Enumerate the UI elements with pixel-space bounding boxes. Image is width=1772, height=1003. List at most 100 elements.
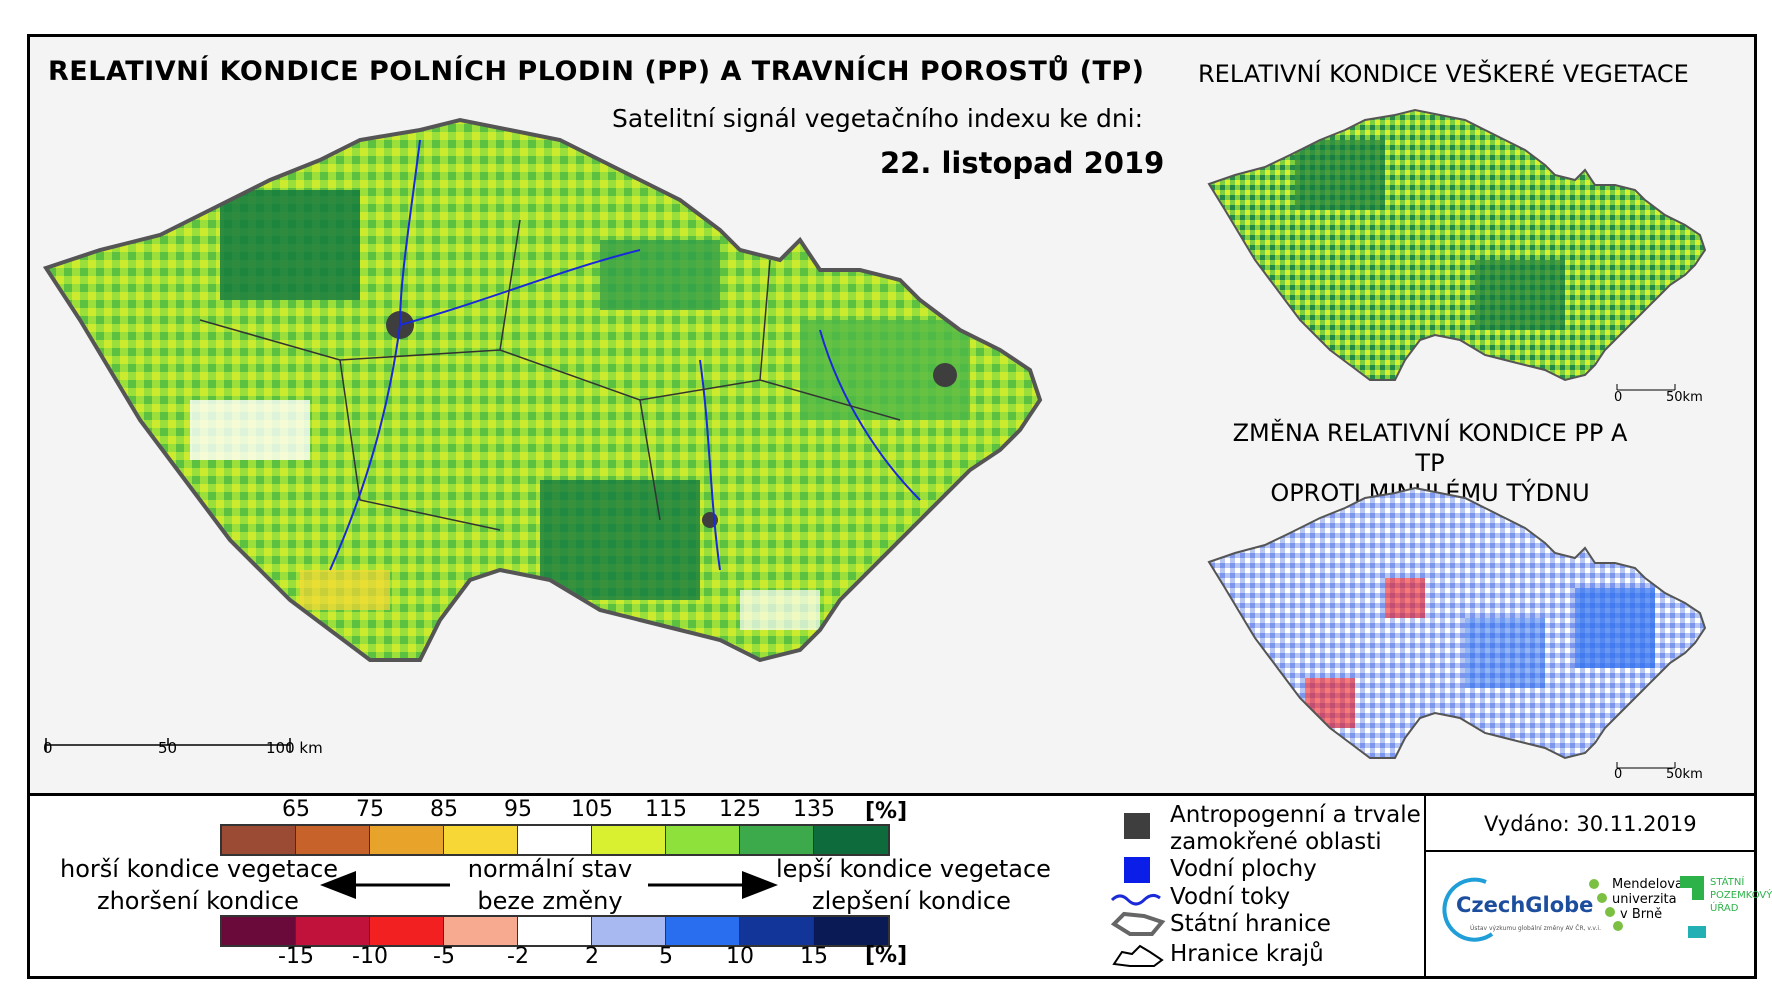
color-swatch bbox=[592, 917, 666, 945]
anthropogenic-area-swatch bbox=[1124, 813, 1150, 839]
worse-condition-label: horší kondice vegetace bbox=[60, 855, 339, 883]
ostrava-urban-area bbox=[933, 363, 957, 387]
color-swatch bbox=[222, 917, 296, 945]
spu-line2: POZEMKOVÝ bbox=[1710, 890, 1772, 901]
color-swatch bbox=[222, 826, 296, 854]
low-zone bbox=[300, 570, 390, 610]
scale-top-50: 50km bbox=[1666, 390, 1703, 405]
spu-logo-icon bbox=[1680, 876, 1706, 938]
color-swatch bbox=[518, 826, 592, 854]
color-swatch bbox=[592, 826, 666, 854]
change-map-title-line1: ZMĚNA RELATIVNÍ KONDICE PP A TP bbox=[1232, 419, 1628, 477]
worse-change-label: zhoršení kondice bbox=[97, 887, 299, 915]
normal-zone bbox=[190, 400, 310, 460]
normal-condition-label: normální stav bbox=[467, 855, 633, 883]
state-border bbox=[42, 117, 1043, 663]
color-swatch bbox=[296, 826, 370, 854]
scale-tick-label: 85 bbox=[430, 797, 458, 822]
region-border-label: Hranice krajů bbox=[1170, 941, 1324, 967]
scale-tick-label: 15 bbox=[800, 944, 828, 969]
color-swatch bbox=[740, 826, 814, 854]
rivers-label: Vodní toky bbox=[1170, 884, 1291, 910]
state-border-label: Státní hranice bbox=[1170, 911, 1331, 937]
scale-label-100: 100 km bbox=[266, 739, 323, 757]
scale-tick-label: -15 bbox=[278, 944, 314, 969]
better-change-label: zlepšení kondice bbox=[812, 887, 1011, 915]
main-title: RELATIVNÍ KONDICE POLNÍCH PLODIN (PP) A … bbox=[48, 56, 1145, 87]
normal-zone bbox=[740, 590, 820, 630]
scale-tick-label: 2 bbox=[585, 944, 599, 969]
main-scale-bar bbox=[45, 738, 291, 752]
river bbox=[819, 329, 921, 501]
condition-zone bbox=[600, 240, 720, 310]
state-border-icon bbox=[1110, 911, 1166, 936]
scale-label-0: 0 bbox=[43, 739, 53, 757]
water-body-swatch bbox=[1124, 857, 1150, 883]
scale-bottom-0: 0 bbox=[1614, 767, 1623, 782]
color-swatch bbox=[444, 826, 518, 854]
spu-line3: ÚŘAD bbox=[1710, 903, 1739, 914]
change-color-bar bbox=[220, 915, 890, 947]
anthropogenic-label-2: zamokřené oblasti bbox=[1170, 829, 1382, 855]
normal-change-label: beze změny bbox=[477, 887, 623, 915]
color-swatch bbox=[370, 917, 444, 945]
color-swatch bbox=[518, 917, 592, 945]
condition-zone bbox=[540, 480, 700, 600]
vegetation-condition-map bbox=[1207, 108, 1707, 391]
scale-tick-label: -2 bbox=[507, 944, 529, 969]
scale-tick-label: -5 bbox=[433, 944, 455, 969]
change-condition-map bbox=[1207, 486, 1707, 769]
scale-label-50: 50 bbox=[158, 739, 178, 757]
issued-divider bbox=[1424, 850, 1754, 852]
scale-tick-label: -10 bbox=[352, 944, 388, 969]
subtitle: Satelitní signál vegetačního indexu ke d… bbox=[612, 104, 1144, 133]
scale-tick-label: 95 bbox=[504, 797, 532, 822]
scale-tick-label: 5 bbox=[659, 944, 673, 969]
condition-color-bar bbox=[220, 824, 890, 856]
czechglobe-logo-icon bbox=[1442, 877, 1494, 942]
color-swatch bbox=[370, 826, 444, 854]
mendelu-logo-icon bbox=[1589, 879, 1623, 931]
water-bodies-label: Vodní plochy bbox=[1170, 856, 1317, 882]
scale-tick-label: 115 bbox=[645, 797, 687, 822]
scale-tick-label: 125 bbox=[719, 797, 761, 822]
color-swatch bbox=[666, 826, 740, 854]
condition-unit: [%] bbox=[865, 799, 908, 824]
color-swatch bbox=[814, 917, 888, 945]
small-scale-bar-bottom bbox=[1616, 762, 1676, 769]
region-border-icon bbox=[1112, 944, 1164, 967]
river bbox=[399, 249, 641, 326]
color-swatch bbox=[740, 917, 814, 945]
better-condition-label: lepší kondice vegetace bbox=[776, 855, 1051, 883]
small-scale-bar-top bbox=[1616, 384, 1676, 391]
scale-tick-label: 10 bbox=[726, 944, 754, 969]
mendelu-line3: v Brně bbox=[1620, 907, 1663, 922]
czechglobe-logo: CzechGlobe bbox=[1456, 893, 1594, 917]
color-swatch bbox=[444, 917, 518, 945]
legend-separator bbox=[27, 793, 1757, 796]
anthropogenic-label-1: Antropogenní a trvale bbox=[1170, 802, 1421, 828]
scale-tick-label: 65 bbox=[282, 797, 310, 822]
spu-line1: STÁTNÍ bbox=[1710, 877, 1745, 888]
scale-bottom-50: 50km bbox=[1666, 767, 1703, 782]
main-condition-map bbox=[42, 117, 1043, 752]
left-arrow-icon bbox=[320, 871, 450, 899]
czechglobe-subtitle: Ústav výzkumu globální změny AV ČR, v.v.… bbox=[1470, 925, 1601, 932]
condition-zone bbox=[220, 190, 360, 300]
issued-date: Vydáno: 30.11.2019 bbox=[1484, 812, 1697, 836]
right-arrow-icon bbox=[648, 871, 778, 899]
change-unit: [%] bbox=[865, 943, 908, 968]
mendelu-line2: univerzita bbox=[1612, 892, 1677, 907]
scale-tick-label: 105 bbox=[571, 797, 613, 822]
region-borders bbox=[199, 219, 901, 531]
river bbox=[699, 359, 721, 571]
scale-tick-label: 135 bbox=[793, 797, 835, 822]
color-swatch bbox=[666, 917, 740, 945]
color-swatch bbox=[296, 917, 370, 945]
vegetation-map-title: RELATIVNÍ KONDICE VEŠKERÉ VEGETACE bbox=[1198, 60, 1689, 88]
color-swatch bbox=[814, 826, 888, 854]
river-line-icon bbox=[1110, 893, 1161, 906]
scale-tick-label: 75 bbox=[356, 797, 384, 822]
legend-divider bbox=[1424, 796, 1426, 976]
date-label: 22. listopad 2019 bbox=[880, 146, 1165, 180]
